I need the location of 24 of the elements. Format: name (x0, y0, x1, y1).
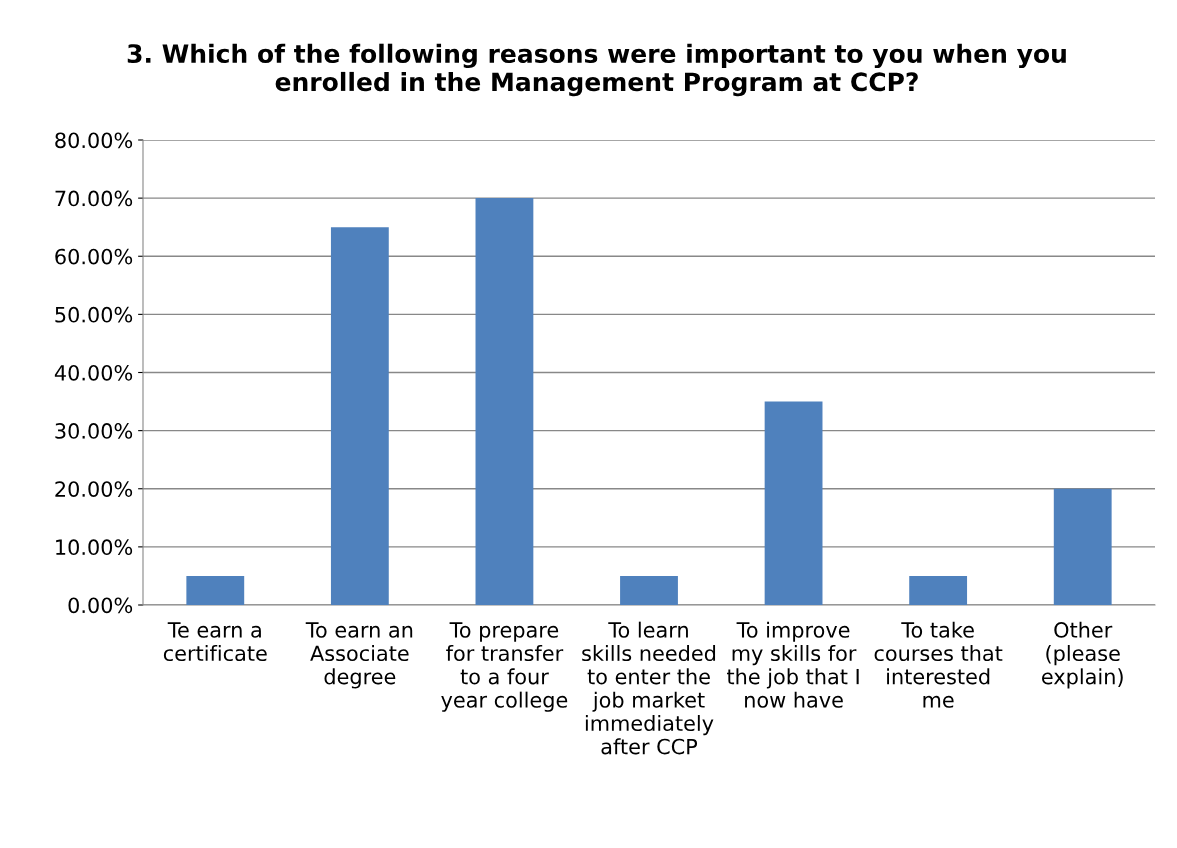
bar (909, 575, 968, 605)
bar (330, 227, 389, 605)
x-tick-label: To learn skills needed to enter the job market immediately after CCP (582, 621, 716, 755)
y-tick-label: 10.00% (56, 539, 133, 556)
y-tick-label: 40.00% (54, 364, 133, 381)
y-tick-label: 50.00% (55, 306, 133, 323)
bar (620, 575, 678, 605)
bar (764, 401, 823, 605)
y-tick-label: 60.00% (55, 248, 133, 265)
x-tick-label: To earn an Associate degree (305, 622, 413, 689)
y-tick-label: 30.00% (55, 423, 133, 439)
bar (186, 575, 245, 605)
x-tick-label: To take courses that interested me (874, 621, 1003, 708)
y-tick-label: 80.00% (55, 132, 133, 149)
x-tick-label: To prepare for transfer to a four year college (441, 622, 568, 712)
x-tick-label: To improve my skills for the job that I now have (727, 621, 859, 708)
bar (1053, 488, 1112, 605)
bar (475, 198, 534, 605)
y-tick-label: 0.00% (68, 597, 133, 614)
x-tick-label: Other (please explain) (1042, 621, 1123, 689)
y-tick-label: 20.00% (55, 481, 133, 497)
x-tick-label: Te earn a certificate (163, 622, 267, 662)
chart-title: 3. Which of the following reasons were important to you when you enrolled in the Management Program at CCP? (127, 43, 1066, 97)
y-tick-label: 70.00% (55, 190, 133, 207)
